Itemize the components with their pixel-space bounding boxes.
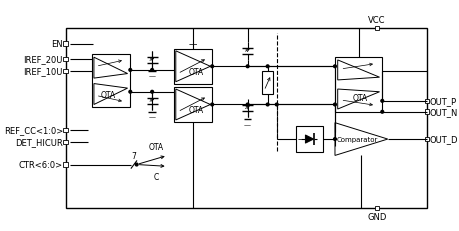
Circle shape — [151, 69, 153, 72]
Text: OTA: OTA — [148, 142, 163, 151]
Text: OTA: OTA — [101, 91, 116, 100]
Text: OUT_N: OUT_N — [429, 108, 457, 117]
Bar — [63, 69, 68, 74]
Text: OUT_P: OUT_P — [429, 97, 456, 106]
Bar — [92, 55, 130, 108]
Text: REF_CC<1:0>: REF_CC<1:0> — [4, 126, 63, 135]
Text: C: C — [153, 172, 158, 181]
Text: OTA: OTA — [188, 106, 203, 115]
Text: OTA: OTA — [352, 93, 367, 102]
Circle shape — [380, 100, 383, 103]
Circle shape — [333, 104, 336, 106]
Bar — [295, 127, 322, 152]
Text: —: — — [148, 73, 155, 79]
Bar — [66, 29, 426, 208]
Circle shape — [129, 91, 131, 94]
Circle shape — [210, 104, 213, 106]
Bar — [63, 163, 68, 167]
Text: —: — — [189, 40, 197, 49]
Bar — [63, 140, 68, 144]
Text: IREF_20U: IREF_20U — [23, 55, 63, 64]
Bar — [63, 58, 68, 62]
Text: –: – — [297, 135, 301, 144]
Circle shape — [129, 69, 131, 72]
Text: 7: 7 — [131, 151, 136, 160]
Bar — [424, 110, 428, 115]
Text: VCC: VCC — [367, 16, 385, 25]
Bar — [334, 58, 381, 112]
Circle shape — [333, 66, 336, 68]
Bar — [374, 206, 378, 210]
Text: DET_HICUR: DET_HICUR — [15, 138, 63, 147]
Bar — [174, 50, 212, 84]
Circle shape — [266, 66, 269, 68]
Text: —: — — [244, 121, 251, 127]
Text: GND: GND — [366, 212, 386, 221]
Text: CTR<6:0>: CTR<6:0> — [19, 160, 63, 169]
Text: IREF_10U: IREF_10U — [23, 67, 63, 76]
Bar — [374, 27, 378, 31]
Bar — [262, 72, 273, 95]
Bar — [63, 42, 68, 47]
Circle shape — [266, 104, 269, 106]
Bar — [174, 88, 212, 122]
Text: OTA: OTA — [188, 68, 203, 77]
Circle shape — [275, 104, 278, 106]
Circle shape — [333, 138, 336, 141]
Circle shape — [151, 91, 153, 94]
Text: OUT_D: OUT_D — [429, 135, 457, 144]
Bar — [63, 128, 68, 133]
Circle shape — [246, 104, 248, 106]
Text: —: — — [148, 114, 155, 120]
Circle shape — [210, 66, 213, 68]
Circle shape — [380, 111, 383, 114]
Bar — [424, 99, 428, 104]
Text: EN: EN — [51, 40, 63, 49]
Text: Comparator: Comparator — [336, 137, 378, 143]
Polygon shape — [305, 135, 313, 143]
Circle shape — [135, 164, 138, 166]
Circle shape — [246, 66, 248, 68]
Bar — [424, 137, 428, 142]
